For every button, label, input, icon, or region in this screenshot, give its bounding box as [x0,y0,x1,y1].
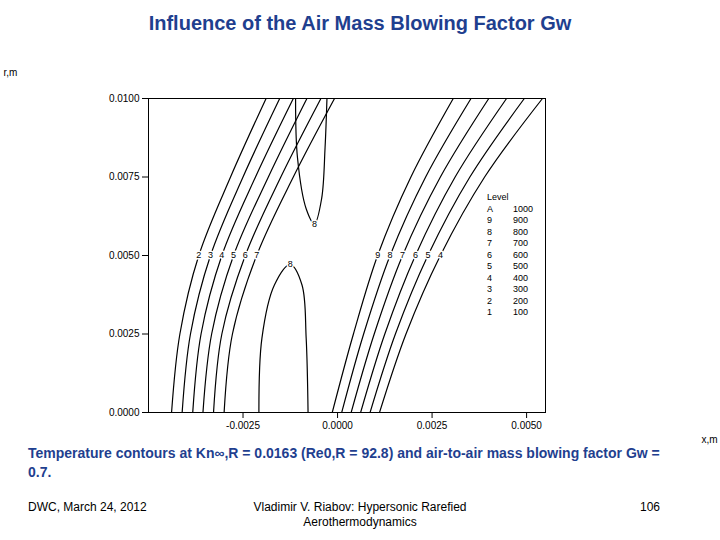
html-text:A: A [487,203,493,214]
html-text:600: 600 [513,249,528,260]
html-text:500: 500 [513,261,528,271]
svg-text:x,m: x,m [701,434,717,445]
svg-text:0.0025: 0.0025 [417,420,448,431]
html-text:6: 6 [487,249,492,260]
html-text:1: 1 [487,307,492,317]
html-text:DWC, March 24, 2012: DWC, March 24, 2012 [28,500,147,514]
html-text:2: 2 [487,295,492,306]
svg-text:7: 7 [400,250,405,260]
html-text:Vladimir V. Riabov: Hypersonic: Vladimir V. Riabov: Hypersonic Rarefied … [253,500,467,529]
svg-text:r,m: r,m [4,67,18,78]
svg-text:2: 2 [196,250,201,260]
svg-text:4: 4 [219,250,224,260]
html-text:Level: Level [487,192,509,202]
html-text:3: 3 [487,284,492,294]
html-text:100: 100 [513,307,528,317]
svg-text:6: 6 [413,250,418,260]
html-text:8: 8 [487,226,492,237]
html-text:5: 5 [487,261,492,271]
svg-text:5: 5 [425,250,430,260]
html-text:400: 400 [513,272,528,283]
html-text:700: 700 [513,238,528,248]
html-text:800: 800 [513,226,528,237]
svg-text:7: 7 [254,250,259,260]
html-text:9: 9 [487,215,492,225]
svg-text:9: 9 [375,250,380,260]
svg-text:0.0025: 0.0025 [109,328,140,339]
svg-text:-0.0025: -0.0025 [226,420,260,431]
html-text:7: 7 [487,238,492,248]
html-text:1000: 1000 [513,203,533,214]
html-text:4: 4 [487,272,492,283]
html-text:Temperature contours at Kn∞,R: Temperature contours at Kn∞,R = 0.0163 (… [28,445,660,480]
html-text:200: 200 [513,295,528,306]
svg-text:0.0000: 0.0000 [322,420,353,431]
svg-text:5: 5 [231,250,236,260]
svg-text:6: 6 [243,250,248,260]
html-text:900: 900 [513,215,528,225]
svg-text:0.0075: 0.0075 [109,171,140,182]
svg-text:8: 8 [312,219,317,229]
svg-text:4: 4 [438,250,443,260]
html-text:Influence of the Air Mass Blow: Influence of the Air Mass Blowing Factor… [148,12,572,34]
svg-text:8: 8 [388,250,393,260]
svg-text:3: 3 [208,250,213,260]
svg-text:0.0100: 0.0100 [109,93,140,104]
svg-text:0.0050: 0.0050 [109,250,140,261]
svg-text:8: 8 [288,259,293,269]
svg-text:0.0050: 0.0050 [511,420,542,431]
html-text:106: 106 [640,500,660,514]
html-text:300: 300 [513,284,528,294]
svg-text:0.0000: 0.0000 [109,407,140,418]
